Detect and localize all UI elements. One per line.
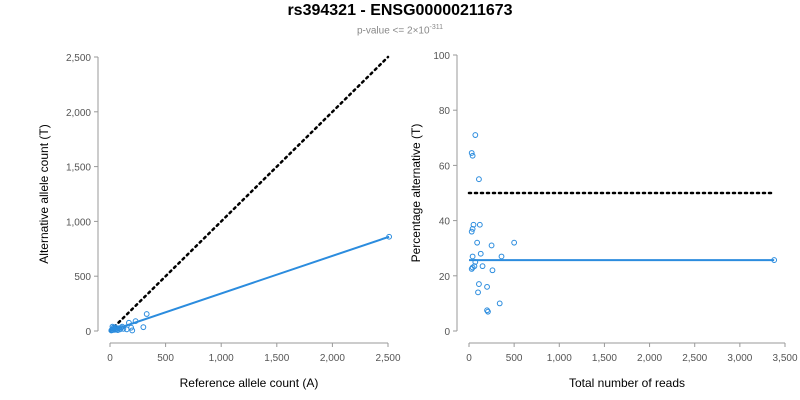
panel-1-data-point (120, 325, 127, 332)
panel-2-data-point (469, 225, 476, 232)
chart-title: rs394321 - ENSG00000211673 (287, 2, 513, 19)
panel-2-x-tick-label: 3,000 (727, 353, 752, 364)
panel-2-data-point (472, 132, 479, 138)
panel-1-y-axis-label: Alternative allele count (T) (37, 124, 51, 263)
panel-1-fit-line (109, 235, 390, 332)
panel-2-y-tick-label: 60 (439, 161, 451, 172)
panel-1-y-tick-label: 0 (85, 327, 91, 338)
panel-1-x-tick-label: 2,500 (375, 353, 400, 364)
panel-2-y-tick-label: 100 (433, 51, 450, 62)
panel-2-x-tick-label: 1,000 (547, 353, 572, 364)
panel-1-data-point (129, 327, 136, 334)
panel-2-data-point (469, 152, 476, 159)
panel-2-data-point (484, 283, 490, 290)
panel-2-data-point (468, 266, 475, 272)
panel-2-data-point (771, 257, 778, 263)
panel-2-data-point (472, 259, 479, 265)
panel-1-data-point (140, 324, 147, 331)
panel-2-data-point (511, 239, 518, 246)
panel-2-x-tick-label: 2,500 (682, 353, 707, 364)
panel-2-x-tick-label: 500 (506, 353, 523, 364)
panel-2-y-tick-label: 80 (439, 106, 451, 117)
panel-2-data-point (489, 267, 496, 274)
panel-1-x-tick-label: 1,000 (209, 353, 234, 364)
panel-1-y-tick-label: 500 (74, 272, 91, 283)
panel-2-y-axis-label: Percentage alternative (T) (409, 124, 423, 263)
chart-subtitle: p-value <= 2×10-311 (0, 24, 800, 36)
pvalue-exponent: -311 (429, 24, 444, 31)
panel-2-data-point (469, 253, 476, 260)
panel-2-x-axis-label: Total number of reads (569, 376, 685, 390)
panel-2-x-tick-label: 2,000 (637, 353, 662, 364)
panel-2-data-point (496, 300, 503, 307)
panel-2-y-tick-label: 20 (439, 272, 451, 283)
panel-1-x-tick-label: 500 (157, 353, 174, 364)
panel-2-data-point (468, 228, 475, 235)
panel-2-data-point (476, 281, 482, 287)
panel-2-data-point (498, 253, 505, 260)
panel-2-data-point (474, 239, 481, 246)
panel-2-data-point (476, 221, 483, 228)
panel-2-x-tick-label: 3,500 (772, 353, 797, 364)
panel-2-data-point (477, 250, 484, 257)
panel-1-y-tick-label: 1,500 (66, 163, 91, 174)
panel-1-x-tick-label: 1,500 (264, 353, 289, 364)
panel-2-y-tick-label: 0 (444, 327, 450, 338)
panel-2-x-tick-label: 1,500 (592, 353, 617, 364)
panel-2-data-point (488, 242, 495, 249)
panel-1-x-tick-label: 0 (107, 353, 113, 364)
panel-1-x-tick-label: 2,000 (320, 353, 345, 364)
panel-1-y-tick-label: 2,500 (66, 53, 91, 64)
panel-2-data-point (475, 289, 481, 296)
panel-1-data-point (126, 319, 132, 326)
panel-1-data-point (386, 233, 393, 240)
panel-2-data-point (479, 263, 486, 270)
panel-2-y-tick-label: 40 (439, 217, 451, 228)
panel-1-data-point (143, 311, 150, 317)
panel-1-y-tick-label: 2,000 (66, 108, 91, 119)
panel-2-data-point (485, 308, 491, 315)
panel-1-data-point (128, 324, 135, 331)
pvalue-text: p-value <= 2×10 (356, 25, 430, 37)
panel-1-y-tick-label: 1,000 (66, 217, 91, 228)
panel-2-x-tick-label: 0 (466, 353, 472, 364)
panel-1-reference-line (108, 55, 390, 333)
panel-1-data-point (132, 318, 139, 325)
panel-2-data-point (476, 176, 482, 183)
panel-2-data-point (470, 221, 477, 228)
panel-1-x-axis-label: Reference allele count (A) (180, 376, 319, 390)
panel-2-data-point (468, 150, 475, 156)
